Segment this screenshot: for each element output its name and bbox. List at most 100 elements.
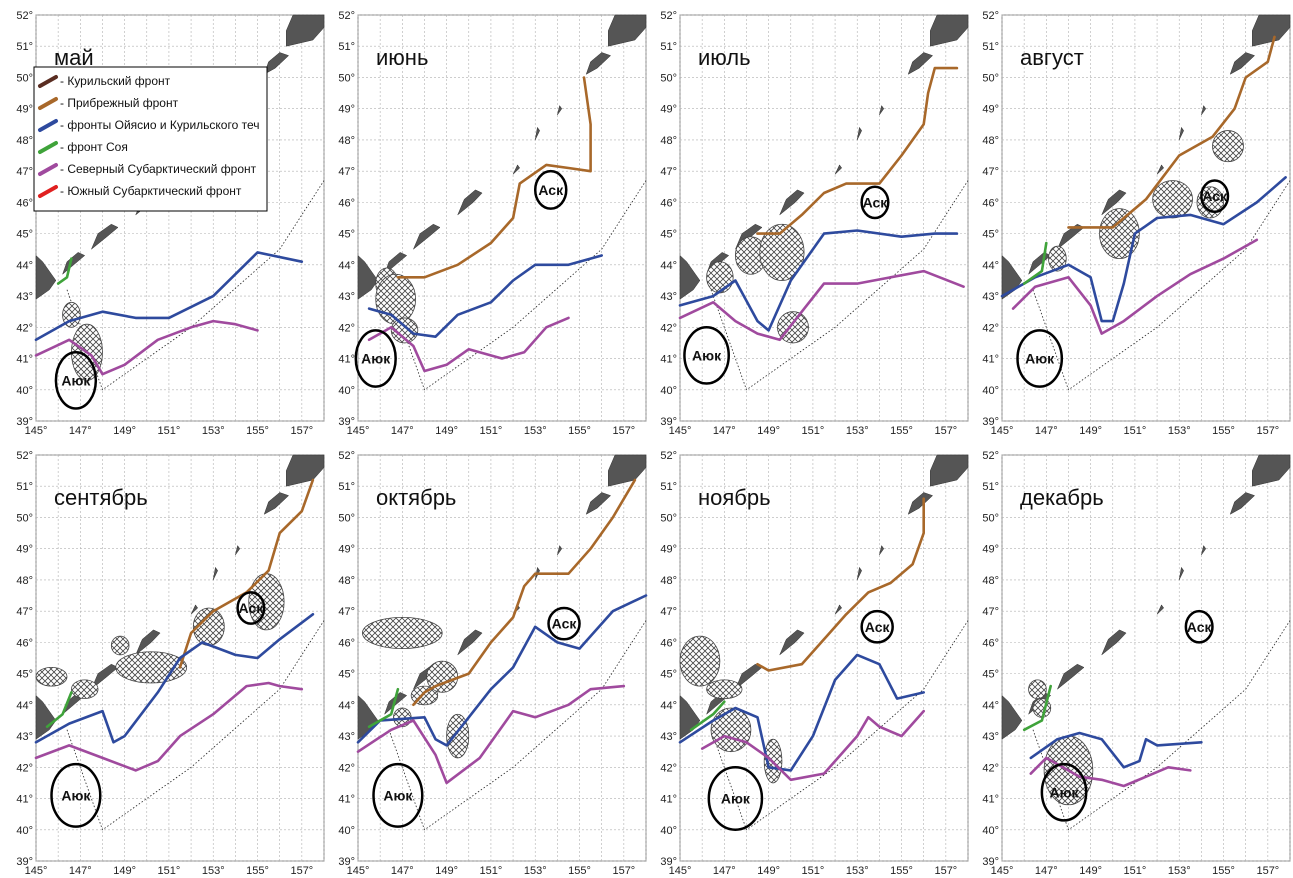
lat-tick-label: 47°	[338, 606, 355, 618]
lat-tick-label: 42°	[338, 322, 355, 334]
front-oyashio	[678, 653, 925, 772]
lon-tick-label: 147°	[391, 865, 414, 877]
ayuk-label: Аюк	[1025, 351, 1055, 367]
lat-tick-label: 52°	[660, 10, 677, 22]
panel-2: Аюк Аск июнь 39° 40° 41° 42° 43° 44° 45° 46° 47° 48°…	[338, 10, 647, 437]
lat-tick-label: 46°	[338, 197, 355, 209]
lat-tick-label: 39°	[660, 416, 677, 428]
lat-tick-label: 45°	[660, 229, 677, 241]
lat-tick-label: 42°	[16, 762, 33, 774]
front-north-subarctic	[34, 681, 304, 772]
lon-tick-label: 145°	[25, 425, 48, 437]
lat-tick-label: 49°	[982, 544, 999, 556]
lon-tick-label: 157°	[290, 425, 313, 437]
land-island	[1057, 663, 1085, 690]
lat-tick-label: 52°	[338, 10, 355, 22]
ask-label: Аск	[1187, 619, 1213, 635]
hatched-zone	[110, 635, 130, 656]
front-north-subarctic	[34, 319, 259, 376]
land-island	[557, 545, 563, 556]
land-island	[907, 492, 934, 515]
lon-tick-label: 157°	[1256, 425, 1279, 437]
ayuk-zone	[683, 326, 730, 385]
lat-tick-label: 45°	[660, 669, 677, 681]
land-island	[779, 189, 805, 216]
lat-tick-label: 39°	[982, 416, 999, 428]
lat-tick-label: 46°	[338, 637, 355, 649]
lat-tick-label: 47°	[16, 166, 33, 178]
lat-tick-label: 42°	[660, 322, 677, 334]
lat-tick-label: 49°	[16, 104, 33, 116]
panel-8: Аюк Аск декабрь 39° 40° 41° 42° 43° 44° 45° 46° 47°…	[982, 450, 1291, 877]
lat-tick-label: 49°	[338, 544, 355, 556]
lat-tick-label: 46°	[982, 637, 999, 649]
land-island	[834, 164, 843, 175]
ask-zone	[860, 609, 894, 644]
lat-tick-label: 41°	[16, 354, 33, 366]
lat-tick-label: 41°	[338, 354, 355, 366]
front-coastal	[178, 478, 315, 669]
lon-tick-label: 149°	[113, 865, 136, 877]
ayuk-label: Аюк	[61, 372, 91, 388]
land-island	[557, 105, 563, 116]
lat-tick-label: 43°	[16, 291, 33, 303]
hatched-zone	[706, 261, 734, 294]
ask-zone	[1184, 609, 1214, 644]
lon-tick-label: 157°	[612, 865, 635, 877]
land-island	[457, 189, 483, 216]
land-island	[1178, 566, 1184, 581]
lat-tick-label: 45°	[982, 229, 999, 241]
lat-tick-label: 51°	[338, 41, 355, 53]
ayuk-zone	[1040, 762, 1088, 822]
lon-tick-label: 145°	[991, 865, 1014, 877]
front-soya	[1022, 684, 1052, 732]
lat-tick-label: 51°	[16, 481, 33, 493]
ayuk-label: Аюк	[721, 791, 751, 807]
legend-swatch	[38, 119, 58, 132]
lat-tick-label: 45°	[338, 669, 355, 681]
land-island	[679, 694, 701, 740]
lon-tick-label: 151°	[802, 425, 825, 437]
lat-tick-label: 50°	[16, 72, 33, 84]
panel-7: Аюк Аск ноябрь 39° 40° 41° 42° 43° 44° 45° 46° 47° 4…	[660, 450, 969, 877]
lon-tick-label: 147°	[391, 425, 414, 437]
land-island	[35, 254, 57, 300]
panel-frame	[357, 454, 647, 862]
lat-tick-label: 50°	[982, 72, 999, 84]
land-island	[1201, 545, 1207, 556]
lon-tick-label: 157°	[1256, 865, 1279, 877]
month-label: декабрь	[1020, 485, 1104, 510]
lat-tick-label: 50°	[338, 512, 355, 524]
lat-tick-label: 47°	[982, 606, 999, 618]
lon-tick-label: 151°	[480, 425, 503, 437]
land-island	[1101, 629, 1127, 656]
lat-tick-label: 51°	[660, 481, 677, 493]
lat-tick-label: 39°	[982, 856, 999, 868]
lat-tick-label: 51°	[16, 41, 33, 53]
front-soya	[45, 691, 73, 728]
legend: - Курильский фронт - Прибрежный фронт - фр…	[33, 66, 268, 212]
lat-tick-label: 46°	[660, 637, 677, 649]
lon-tick-label: 147°	[69, 865, 92, 877]
legend-swatch	[38, 75, 58, 88]
ayuk-zone	[54, 351, 98, 410]
lon-tick-label: 155°	[890, 865, 913, 877]
lat-tick-label: 43°	[660, 731, 677, 743]
ayuk-label: Аюк	[383, 787, 413, 803]
month-label: июнь	[376, 45, 428, 70]
legend-label: - Курильский фронт	[60, 74, 171, 88]
lat-tick-label: 49°	[660, 104, 677, 116]
land-island	[879, 545, 885, 556]
lat-tick-label: 40°	[338, 825, 355, 837]
trench-line	[710, 620, 969, 831]
panel-frame	[679, 14, 969, 422]
lat-tick-label: 42°	[660, 762, 677, 774]
lat-tick-label: 51°	[338, 481, 355, 493]
hatched-zone	[362, 617, 443, 650]
lat-tick-label: 39°	[338, 416, 355, 428]
lat-tick-label: 50°	[16, 512, 33, 524]
ayuk-label: Аюк	[361, 351, 391, 367]
lon-tick-label: 153°	[1168, 865, 1191, 877]
land-island	[263, 492, 290, 515]
